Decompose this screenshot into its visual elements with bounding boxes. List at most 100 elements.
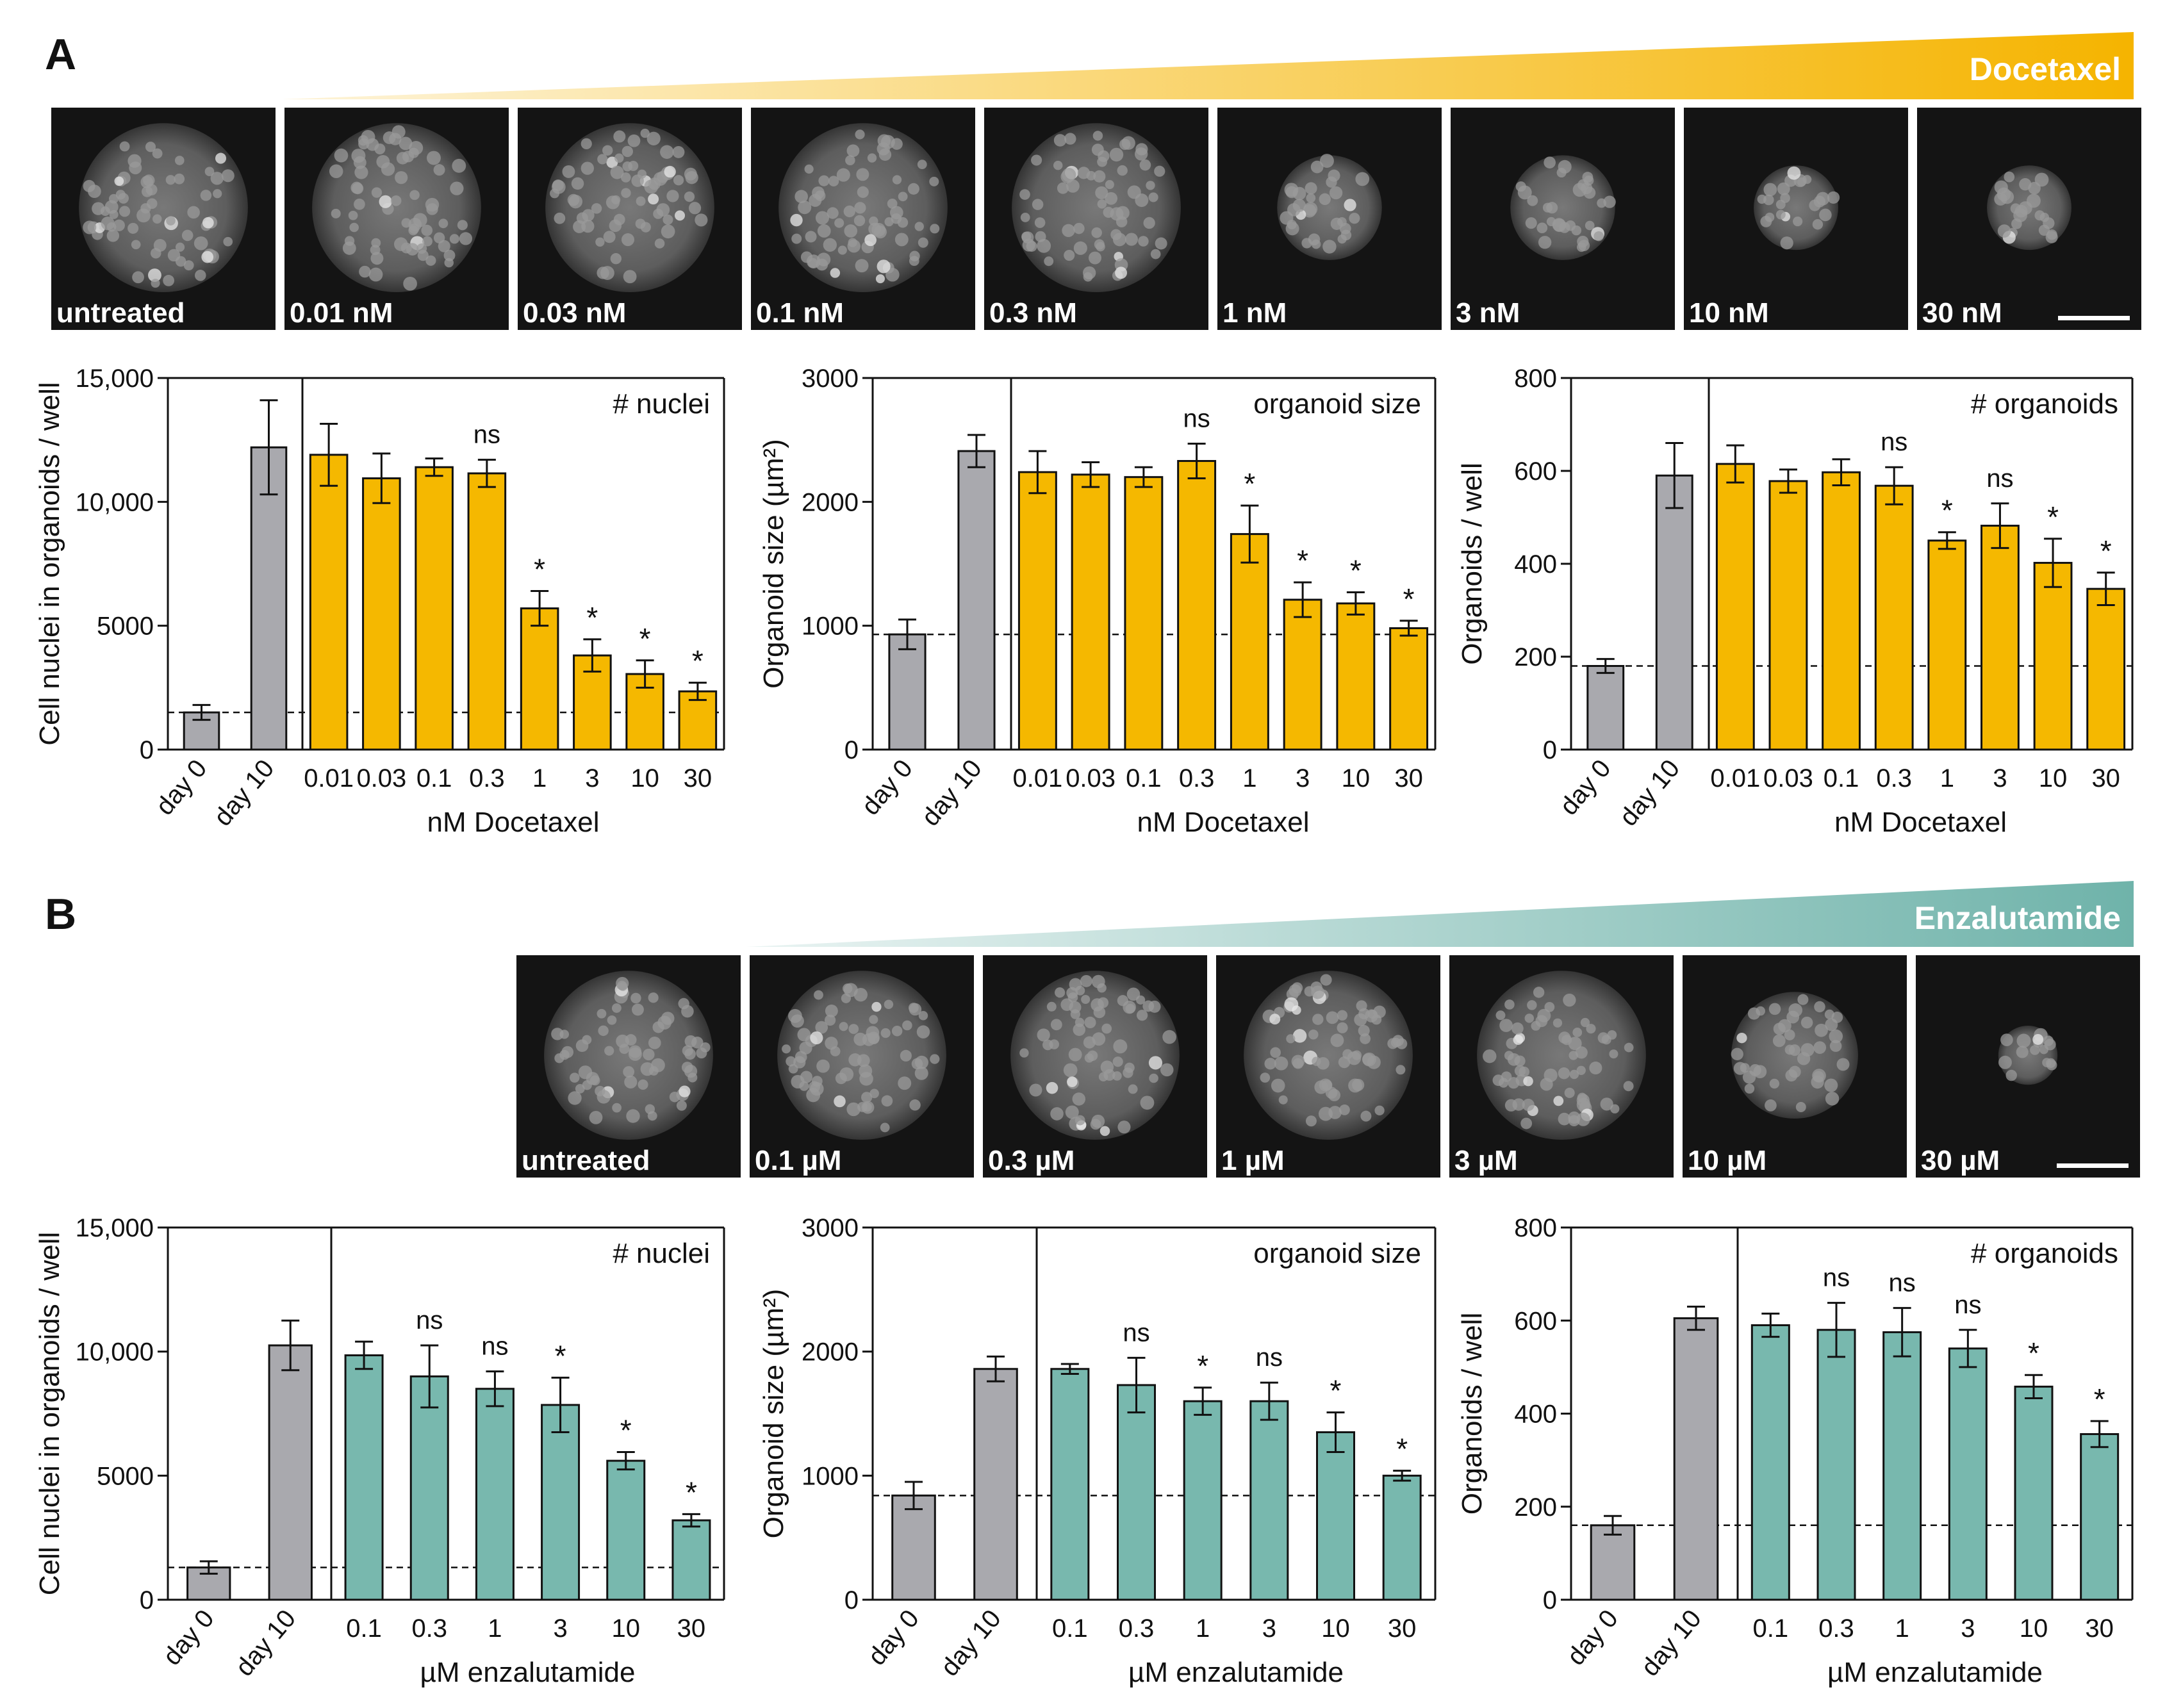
nucleus-dot (1736, 1032, 1747, 1044)
nucleus-dot (868, 222, 882, 236)
micrograph-tile: 0.1 nM (751, 108, 975, 330)
nucleus-dot (1128, 1084, 1138, 1094)
nucleus-dot (589, 1110, 603, 1124)
nucleus-dot (1101, 1023, 1112, 1034)
nucleus-dot (911, 1058, 923, 1070)
nucleus-dot (92, 202, 105, 215)
nucleus-dot (695, 213, 708, 227)
nucleus-dot (1021, 231, 1032, 242)
data-bar (1816, 1329, 1856, 1601)
micrograph-tile: 0.3 nM (984, 108, 1208, 330)
data-bar (1124, 476, 1164, 751)
nucleus-dot (551, 1028, 564, 1040)
significance-label: * (1350, 554, 1362, 587)
nucleus-dot (2016, 1046, 2029, 1058)
nucleus-dot (914, 222, 924, 231)
data-bar (1283, 598, 1322, 751)
nucleus-dot (368, 267, 383, 282)
y-tick-label: 0 (844, 736, 859, 764)
nucleus-dot (1544, 1068, 1558, 1083)
nucleus-dot (1757, 194, 1766, 204)
nucleus-dot (1160, 1063, 1174, 1077)
nucleus-dot (1037, 1028, 1050, 1042)
data-bar (344, 1354, 384, 1601)
nucleus-dot (1337, 1010, 1348, 1021)
control-tick-label: day 0 (856, 755, 918, 821)
nucleus-dot (390, 195, 402, 206)
nucleus-dot (550, 188, 560, 199)
nucleus-dot (223, 236, 233, 247)
nucleus-dot (570, 1072, 580, 1083)
x-tick-label: 0.1 (416, 764, 452, 792)
nucleus-dot (648, 992, 659, 1003)
nucleus-dot (1597, 1032, 1610, 1044)
nucleus-dot (371, 238, 381, 248)
nucleus-dot (810, 1031, 823, 1045)
nucleus-dot (891, 1026, 903, 1037)
chart-5: 0 200 400 600 800 Organoids / well # organoids… (1456, 1214, 2134, 1688)
nucleus-dot (1795, 1102, 1806, 1113)
y-tick-label: 600 (1514, 1307, 1557, 1335)
nucleus-dot (839, 1067, 854, 1081)
nucleus-dot (1322, 240, 1337, 254)
nucleus-dot (1768, 1003, 1781, 1015)
data-bar (1382, 1474, 1422, 1601)
nucleus-dot (1556, 167, 1567, 178)
nucleus-dot (1523, 1076, 1533, 1087)
nucleus-dot (1064, 133, 1076, 145)
y-tick-label: 3000 (802, 365, 859, 393)
nucleus-dot (1815, 1023, 1828, 1037)
x-tick-label: 0.1 (1824, 764, 1859, 792)
nucleus-dot (354, 165, 368, 179)
nucleus-dot (1046, 1081, 1058, 1094)
nucleus-dot (631, 174, 644, 187)
nucleus-dot (1819, 208, 1832, 222)
nucleus-dot (1349, 213, 1360, 224)
data-bar (475, 1388, 515, 1601)
nucleus-dot (1319, 154, 1334, 168)
nucleus-dot (152, 214, 162, 224)
nucleus-dot (623, 270, 637, 284)
nucleus-dot (406, 243, 419, 256)
nucleus-dot (1112, 1056, 1123, 1067)
nucleus-dot (621, 188, 631, 198)
nucleus-dot (1753, 1065, 1767, 1079)
nucleus-dot (389, 133, 402, 145)
nucleus-dot (202, 217, 214, 229)
nucleus-dot (562, 165, 575, 178)
micrograph-tile: 30 nM (1917, 108, 2141, 330)
panel-label-b: B (45, 890, 76, 939)
nucleus-dot (627, 134, 641, 147)
y-tick-label: 15,000 (76, 1214, 154, 1242)
nucleus-dot (908, 1003, 919, 1013)
nucleus-dot (607, 1015, 617, 1025)
nucleus-dot (1589, 1061, 1602, 1075)
nucleus-dot (2042, 1058, 2052, 1067)
nucleus-dot (1062, 168, 1076, 182)
nucleus-dot (1580, 1017, 1590, 1028)
nucleus-dot (1744, 1083, 1755, 1094)
nucleus-dot (688, 202, 702, 215)
nucleus-dot (834, 1095, 846, 1108)
nucleus-dot (1553, 1096, 1564, 1106)
nucleus-dot (869, 1015, 878, 1024)
y-tick-label: 3000 (802, 1214, 859, 1242)
nucleus-dot (1148, 192, 1158, 202)
nucleus-dot (1269, 1014, 1281, 1025)
nucleus-dot (909, 250, 920, 261)
micrograph-label: untreated (56, 297, 185, 329)
nucleus-dot (1358, 1024, 1370, 1037)
nucleus-dot (1824, 1078, 1838, 1092)
nucleus-dot (855, 129, 865, 140)
micrograph-tile: 0.3 µM (983, 955, 1207, 1178)
nucleus-dot (1093, 170, 1106, 183)
nucleus-dot (605, 195, 620, 209)
scale-bar (2057, 1163, 2129, 1168)
nucleus-dot (1073, 1023, 1086, 1037)
significance-label: * (686, 1475, 697, 1509)
nucleus-dot (630, 992, 641, 1004)
nucleus-dot (578, 1065, 593, 1080)
data-bar (1882, 1331, 1922, 1601)
nucleus-dot (1073, 222, 1085, 234)
nucleus-dot (877, 259, 891, 274)
